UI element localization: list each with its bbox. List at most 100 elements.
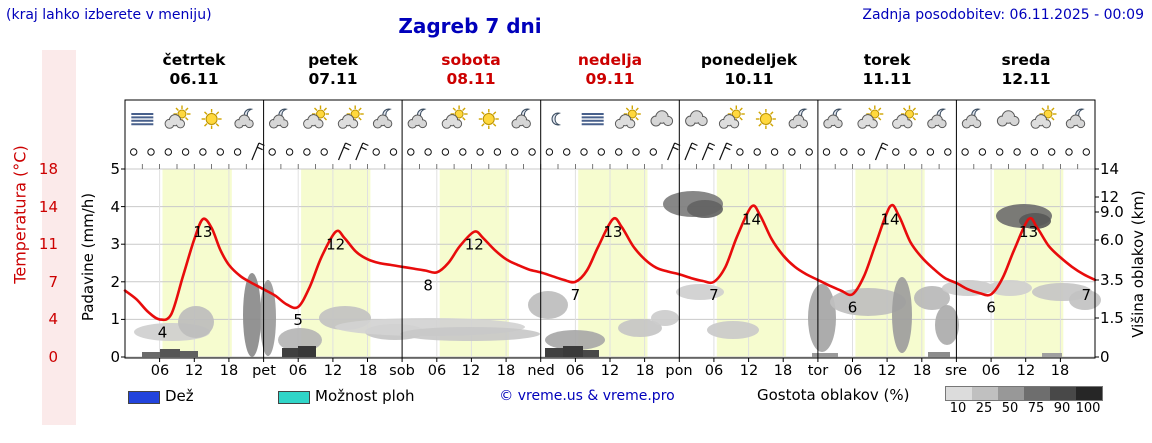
temperature-value-label: 13	[1019, 223, 1038, 241]
wind-calm-icon	[736, 148, 744, 156]
wind-barb-icon	[701, 142, 716, 161]
wind-calm-icon	[805, 148, 813, 156]
rain-legend-label: Dež	[165, 387, 194, 405]
day-name: ponedeljek	[700, 51, 798, 69]
precip-bar	[298, 346, 316, 357]
x-axis-label: pet	[252, 363, 276, 379]
temperature-value-label: 7	[1082, 286, 1092, 304]
weather-moon-cloud-icon	[372, 108, 393, 129]
day-date: 07.11	[308, 70, 358, 88]
showers-legend-swatch	[278, 391, 310, 404]
x-axis-label: sre	[944, 363, 968, 379]
weather-cloud-icon	[996, 110, 1020, 127]
wind-calm-icon	[1082, 148, 1091, 156]
showers-legend-label: Možnost ploh	[315, 387, 415, 405]
temperature-value-label: 5	[293, 311, 303, 329]
x-axis-label: 06	[565, 363, 585, 379]
x-axis-label: pon	[665, 363, 693, 379]
weather-sun-icon	[755, 109, 776, 129]
temperature-value-label: 8	[423, 276, 433, 294]
site-credit-link[interactable]: © vreme.us & vreme.pro	[499, 388, 675, 404]
density-tick-label: 10	[949, 401, 967, 416]
weather-moon-cloud-icon	[823, 108, 843, 129]
wind-calm-icon	[649, 148, 657, 156]
wind-calm-icon	[892, 148, 900, 156]
wind-calm-icon	[770, 148, 779, 156]
cloud-blob	[988, 280, 1032, 296]
weather-sun-cloud-icon	[303, 105, 329, 129]
wind-calm-icon	[389, 148, 398, 156]
temperature-curve	[123, 203, 1097, 322]
x-axis-label: 06	[704, 363, 724, 379]
temp-tick-label: 7	[48, 273, 58, 291]
cloud-blob	[808, 284, 836, 352]
wind-barb-icon	[337, 142, 352, 161]
precip-bar	[563, 346, 583, 357]
precip-tick-label: 0	[110, 348, 120, 366]
cloud-blob	[528, 291, 568, 319]
x-axis-label: 12	[184, 363, 204, 379]
temperature-value-label: 4	[158, 323, 168, 341]
x-axis-label: 06	[981, 363, 1001, 379]
weather-moon-cloud-icon	[511, 108, 531, 129]
day-name: četrtek	[162, 51, 226, 69]
weather-sun-icon	[201, 109, 222, 129]
temperature-value-label: 14	[742, 211, 761, 229]
density-tick-label: 25	[975, 401, 993, 416]
precip-bar	[928, 352, 950, 357]
wind-calm-icon	[147, 148, 155, 156]
temperature-value-label: 7	[571, 286, 581, 304]
wind-calm-icon	[857, 148, 865, 156]
density-gradient-segment	[998, 387, 1024, 400]
wind-calm-icon	[1013, 148, 1021, 156]
density-tick-label: 90	[1053, 401, 1071, 416]
precip-bar	[583, 350, 599, 357]
wind-calm-icon	[563, 148, 571, 156]
precip-tick-label: 3	[110, 235, 120, 253]
temperature-value-label: 6	[848, 298, 858, 316]
density-tick-label: 75	[1027, 401, 1045, 416]
x-axis-label: 12	[877, 363, 897, 379]
x-axis-label: sob	[389, 363, 415, 379]
wind-barb-icon	[719, 142, 733, 161]
cloud-tick-label: 9.0	[1100, 203, 1124, 221]
cloud-blob	[651, 310, 679, 326]
cloud-density-label: Gostota oblakov (%)	[757, 386, 910, 404]
weather-sun-cloud-icon	[614, 105, 641, 129]
wind-calm-icon	[996, 148, 1004, 156]
cloud-blob	[707, 321, 759, 339]
temperature-value-label: 13	[603, 223, 622, 241]
wind-barb-icon	[874, 142, 889, 161]
weather-moon-icon	[551, 112, 562, 126]
cloud-tick-label: 0	[1100, 348, 1110, 366]
wind-calm-icon	[545, 148, 554, 156]
precip-tick-label: 2	[110, 273, 120, 291]
weather-sun-cloud-icon	[857, 105, 884, 129]
wind-calm-icon	[580, 148, 588, 156]
weather-moon-cloud-icon	[269, 108, 289, 129]
x-axis-label: 06	[843, 363, 863, 379]
precip-bar	[812, 353, 838, 357]
wind-barb-icon	[684, 142, 698, 161]
weather-fog-icon	[131, 113, 154, 126]
temp-tick-label: 11	[38, 235, 58, 253]
wind-calm-icon	[476, 148, 484, 156]
cloud-density-gradient	[945, 386, 1103, 401]
cloud-tick-label: 1.5	[1100, 309, 1124, 327]
weather-cloud-icon	[650, 110, 674, 127]
precip-bar	[142, 352, 160, 357]
x-axis-label: 12	[739, 363, 759, 379]
day-header: nedelja 09.11	[541, 51, 679, 89]
precip-bar	[1042, 353, 1062, 357]
x-axis-label: 18	[635, 363, 655, 379]
day-name: petek	[308, 51, 358, 69]
precip-bar	[545, 348, 563, 357]
day-name: nedelja	[577, 51, 643, 69]
cloud-blob	[243, 273, 261, 357]
x-axis-label: 18	[773, 363, 793, 379]
wind-calm-icon	[268, 148, 276, 156]
day-name: sobota	[441, 51, 501, 69]
x-axis-label: 18	[912, 363, 932, 379]
wind-calm-icon	[459, 148, 467, 156]
